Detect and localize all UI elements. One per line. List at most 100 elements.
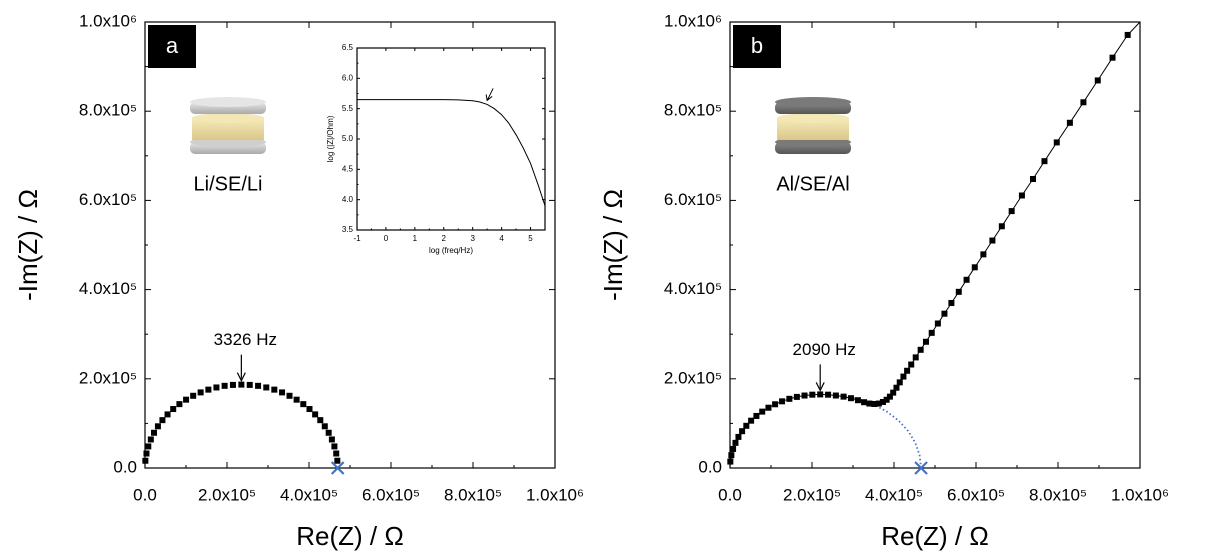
y-tick-label: 1.0x10⁶ [79, 11, 137, 30]
data-point [286, 392, 293, 399]
y-tick-label: 0.0 [113, 457, 137, 476]
x-tick-label: 3 [470, 234, 475, 243]
data-point [151, 429, 158, 436]
y-tick-label: 1.0x10⁶ [664, 11, 722, 30]
data-point [1041, 158, 1048, 165]
y-tick-label: 6.0x10⁵ [79, 190, 137, 209]
x-axis-title: log (freq/Hz) [429, 246, 473, 255]
data-point [176, 401, 183, 408]
data-point [142, 457, 149, 464]
plot-frame [356, 47, 546, 231]
data-point [866, 400, 873, 407]
data-point [328, 436, 335, 443]
data-point [840, 393, 847, 400]
data-point [1018, 192, 1025, 199]
y-tick-label: 2.0x10⁵ [664, 368, 722, 387]
inset-arrow [485, 88, 494, 102]
data-point [1066, 119, 1073, 126]
data-point [1124, 31, 1131, 38]
data-point [735, 433, 742, 440]
data-point [948, 299, 955, 306]
data-point [1094, 77, 1101, 84]
annotation-arrowhead [815, 382, 825, 392]
data-point [159, 417, 166, 424]
data-point [221, 382, 228, 389]
data-point [1080, 99, 1087, 106]
data-point [205, 386, 212, 393]
x-tick-label: 4.0x10⁵ [865, 485, 923, 504]
plot-frame [729, 21, 1141, 469]
data-point [941, 310, 948, 317]
data-point [190, 392, 197, 399]
data-point [963, 276, 970, 283]
data-point [739, 428, 746, 435]
y-tick-label: 0.0 [698, 457, 722, 476]
data-point [1053, 139, 1060, 146]
data-point [143, 450, 150, 457]
data-point [900, 373, 907, 380]
data-point [300, 401, 307, 408]
data-point [928, 329, 935, 336]
data-point [879, 398, 886, 405]
annotation-text: 3326 Hz [214, 330, 277, 349]
data-point [883, 396, 890, 403]
cell-icon-al [775, 97, 851, 154]
y-tick-label: 4.5 [342, 164, 354, 173]
y-tick-label: 5.0 [342, 134, 354, 143]
data-point [922, 338, 929, 345]
data-point [1008, 208, 1015, 215]
y-tick-label: 6.0 [342, 73, 354, 82]
x-tick-label: 0.0 [133, 485, 157, 504]
data-point [989, 237, 996, 244]
annotation-text: 2090 Hz [793, 340, 856, 359]
x-tick-label: 1.0x10⁶ [526, 485, 584, 504]
panel-label-box [148, 25, 196, 68]
y-tick-label: 6.5 [342, 43, 354, 52]
data-point [325, 429, 332, 436]
data-point [145, 443, 152, 450]
y-tick-label: 4.0x10⁵ [79, 279, 137, 298]
data-point [263, 384, 270, 391]
data-point [793, 393, 800, 400]
x-axis-title: Re(Z) / Ω [296, 521, 404, 551]
x-tick-label: 4 [499, 234, 504, 243]
x-tick-label: 6.0x10⁵ [947, 485, 1005, 504]
data-point [730, 445, 737, 452]
data-point [154, 423, 161, 430]
data-point [293, 396, 300, 403]
data-point [893, 384, 900, 391]
data-point [912, 354, 919, 361]
data-point [213, 384, 220, 391]
data-point [847, 395, 854, 402]
data-line [357, 99, 546, 206]
data-point [861, 399, 868, 406]
x-tick-label: 0.0 [718, 485, 742, 504]
data-point [801, 392, 808, 399]
data-point [809, 391, 816, 398]
data-point [317, 417, 324, 424]
data-point [971, 264, 978, 271]
y-tick-label: 8.0x10⁵ [79, 101, 137, 120]
data-point [321, 423, 328, 430]
data-point [1109, 54, 1116, 61]
data-point [904, 367, 911, 374]
intercept-cross [914, 461, 928, 475]
data-point [886, 393, 893, 400]
data-point [197, 389, 204, 396]
data-point [246, 381, 253, 388]
data-point [255, 382, 262, 389]
x-tick-label: 6.0x10⁵ [362, 485, 420, 504]
intercept-marker [914, 461, 928, 475]
data-point [229, 381, 236, 388]
data-point [817, 391, 824, 398]
y-axis-title: log (|Z|/Ohm) [326, 115, 335, 162]
data-point [908, 361, 915, 368]
x-tick-label: 8.0x10⁵ [444, 485, 502, 504]
y-tick-label: 4.0 [342, 195, 354, 204]
x-tick-label: 1 [413, 234, 418, 243]
cell-label: Li/SE/Li [194, 173, 263, 195]
data-point [753, 412, 760, 419]
data-point [170, 406, 177, 413]
cell-icon-li [190, 97, 266, 154]
plot-frame [144, 21, 556, 469]
